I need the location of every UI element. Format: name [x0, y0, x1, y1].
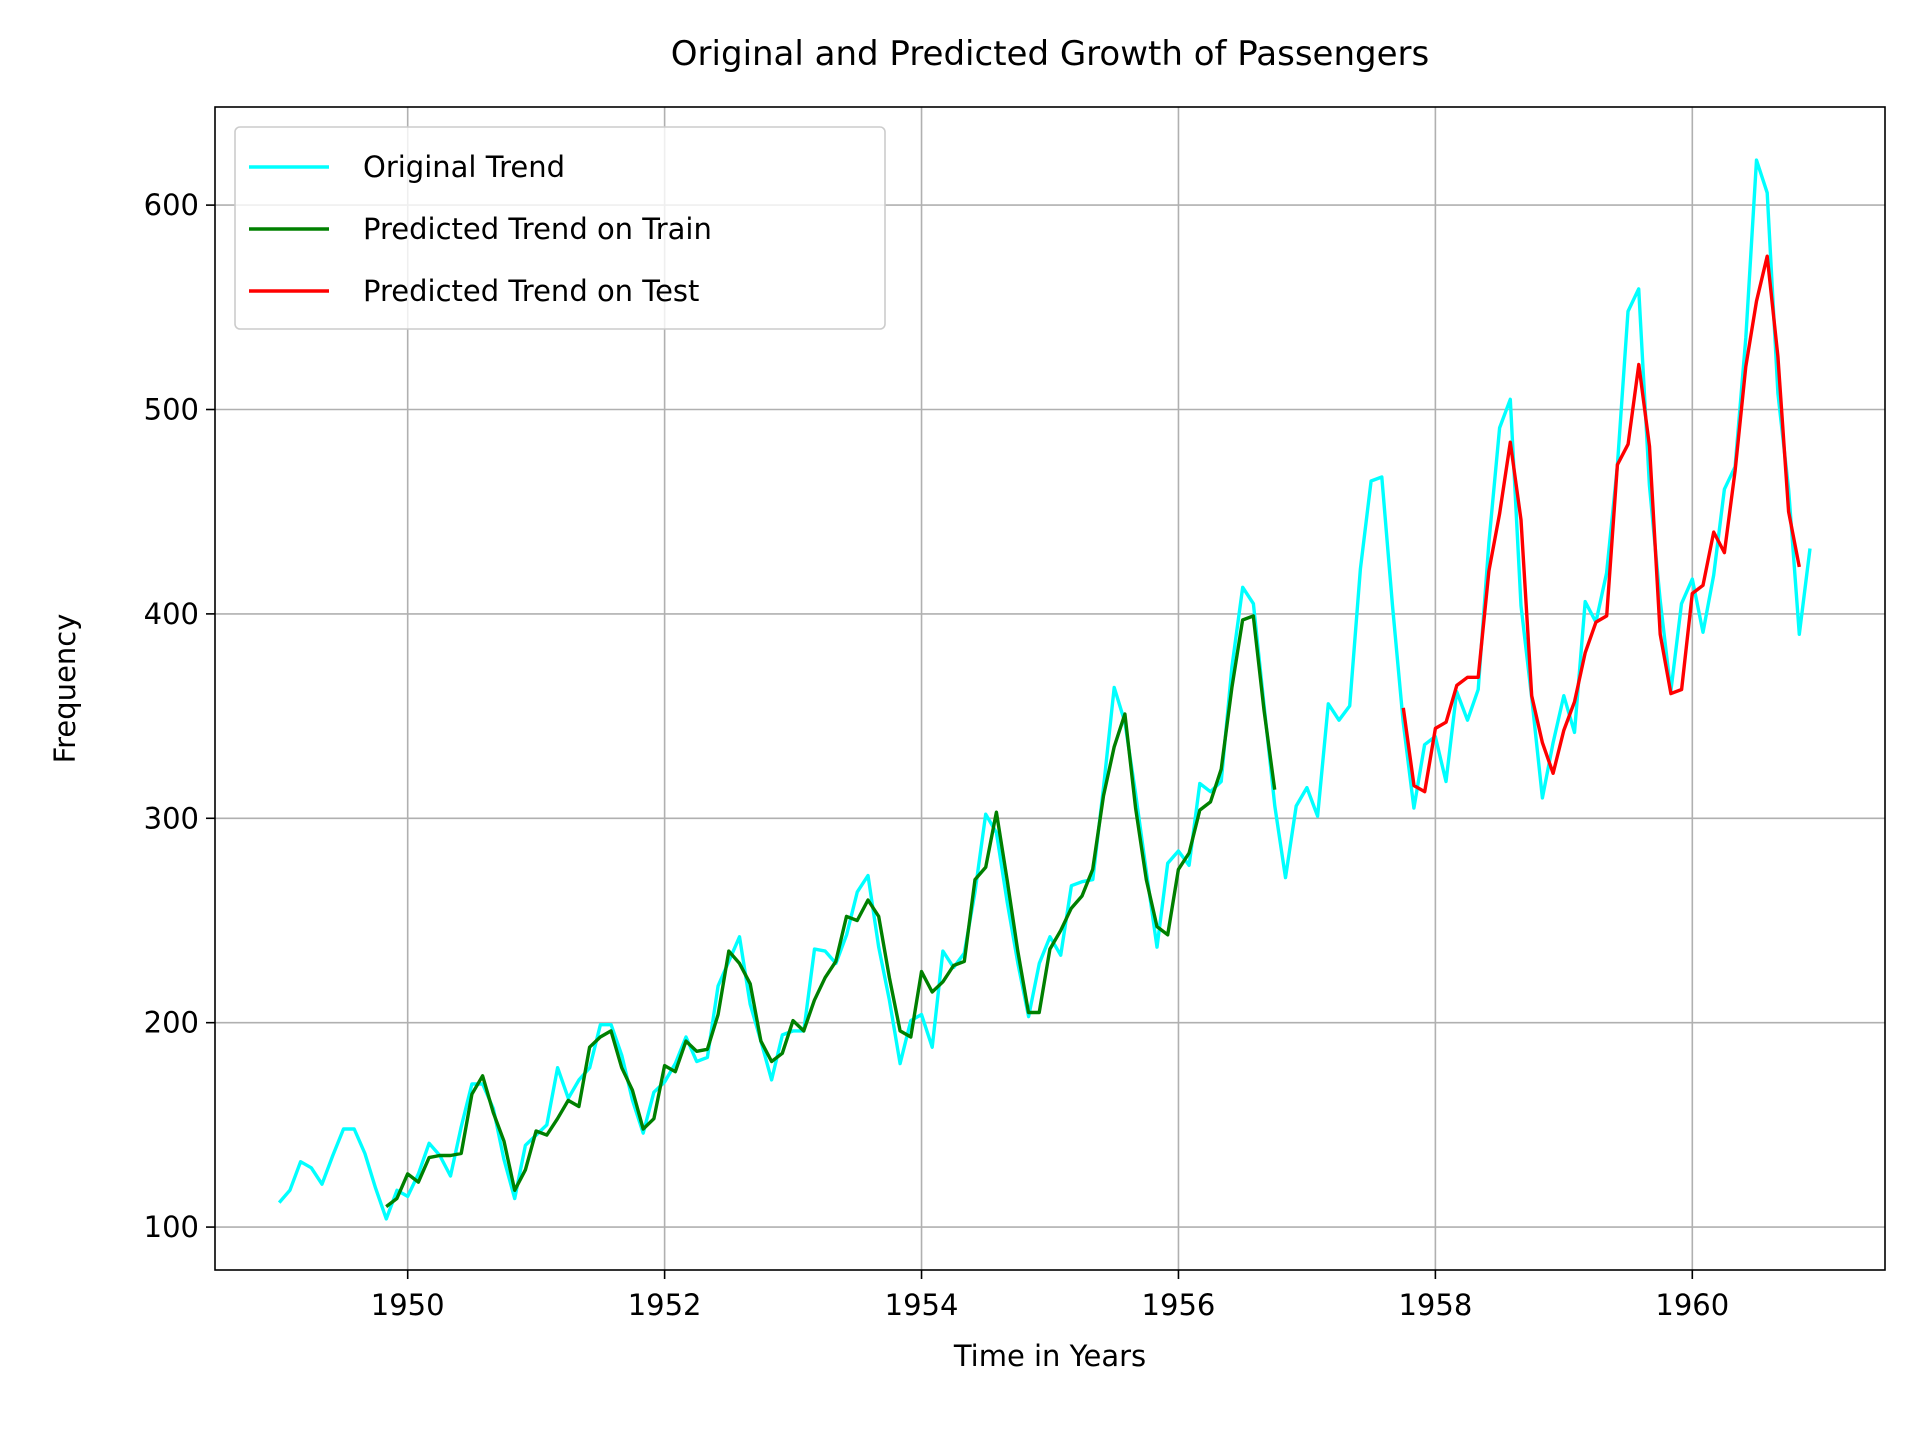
y-tick-label: 200 — [144, 1006, 199, 1040]
y-tick-label: 500 — [144, 393, 199, 427]
ticks: 1950 1952 1954 1956 1958 1960 100 200 300 400 500 6… — [144, 188, 1730, 1322]
legend: Original Trend Predicted Trend on Train Pr… — [234, 126, 886, 330]
legend-box — [234, 126, 886, 330]
y-tick-label: 300 — [144, 801, 199, 835]
y-tick-label: 100 — [144, 1210, 199, 1244]
x-tick-label: 1952 — [628, 1288, 702, 1322]
x-axis-label: Time in Years — [953, 1339, 1146, 1373]
x-tick-label: 1956 — [1142, 1288, 1216, 1322]
legend-label: Predicted Trend on Test — [363, 274, 699, 308]
y-tick-label: 400 — [144, 597, 199, 631]
legend-label: Original Trend — [363, 150, 565, 184]
y-tick-label: 600 — [144, 188, 199, 222]
plot-frame — [214, 106, 1886, 1271]
chart-title: Original and Predicted Growth of Passeng… — [671, 34, 1429, 74]
x-tick-label: 1950 — [371, 1288, 445, 1322]
y-axis-label: Frequency — [48, 614, 82, 764]
series-line-predicted-trend-on-test — [1401, 254, 1801, 794]
x-tick-label: 1954 — [885, 1288, 959, 1322]
legend-label: Predicted Trend on Train — [363, 212, 712, 246]
series-layer — [277, 158, 1812, 1221]
series-line-predicted-trend-on-train — [385, 614, 1277, 1208]
x-tick-label: 1958 — [1398, 1288, 1472, 1322]
x-tick-label: 1960 — [1655, 1288, 1729, 1322]
